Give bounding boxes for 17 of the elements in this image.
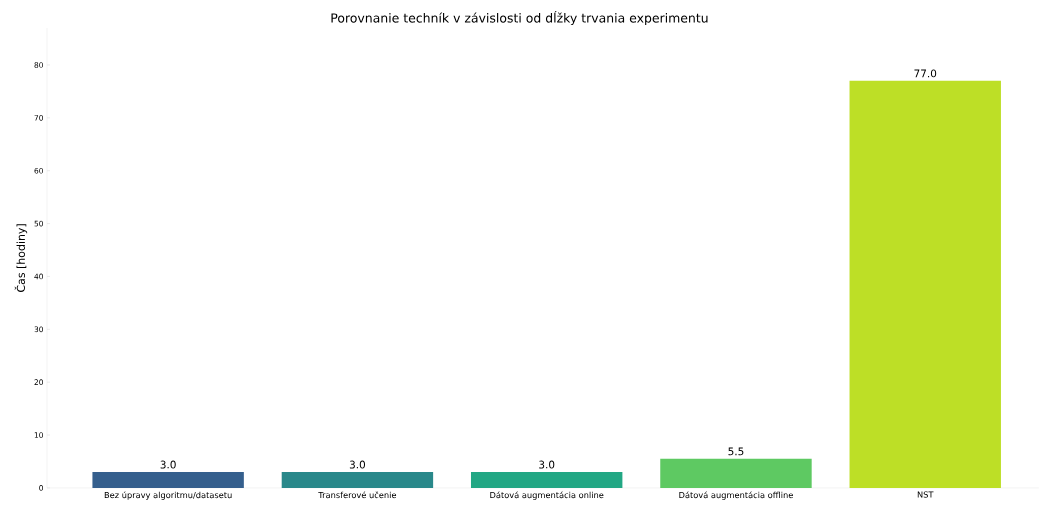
data-label: 3.0 [539, 460, 555, 469]
x-tick-label: NST [917, 491, 934, 498]
data-label: 5.5 [728, 447, 744, 456]
y-axis-title: Čas [hodiny] [14, 224, 28, 292]
x-tick-label: Bez úpravy algoritmu/datasetu [104, 491, 232, 500]
x-tick-label: Transferové učenie [318, 491, 397, 499]
data-label: 3.0 [160, 460, 176, 469]
bar [470, 472, 623, 488]
bar [281, 472, 434, 488]
bar [660, 458, 812, 488]
data-label: 77.0 [914, 69, 937, 78]
bar [849, 80, 1001, 488]
data-label: 3.0 [349, 460, 366, 469]
bar [92, 472, 244, 488]
x-tick-label: Dátová augmentácia offline [679, 491, 793, 500]
x-tick-label: Dátová augmentácia online [490, 491, 604, 500]
chart-title: Porovnanie techník v závislosti od dĺžky trvania experimentu [331, 10, 708, 26]
